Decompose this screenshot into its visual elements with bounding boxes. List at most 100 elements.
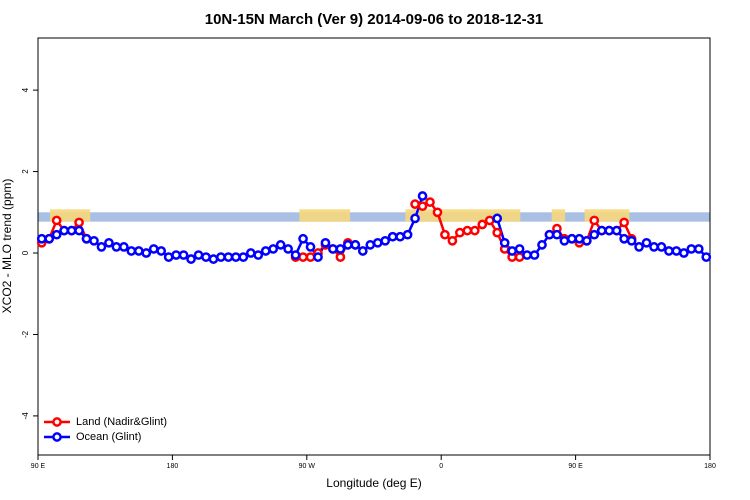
series-point (133, 246, 144, 256)
x-tick-label: 90 E (568, 463, 583, 470)
series-point (89, 235, 99, 246)
series-point (313, 252, 323, 262)
y-tick-label: 0 (21, 250, 30, 255)
legend-marker (52, 417, 62, 427)
series-point (74, 225, 84, 236)
series-point (290, 250, 301, 260)
series-point (559, 235, 570, 246)
series-point (275, 240, 286, 250)
series-point (634, 242, 644, 252)
series-point (260, 246, 271, 256)
series-point (619, 217, 629, 228)
series-point (581, 235, 592, 246)
series-point (328, 244, 338, 254)
land-region (299, 209, 351, 222)
series-point (425, 197, 435, 207)
land-region (405, 209, 521, 222)
series-point (343, 240, 353, 250)
series-point (589, 215, 600, 226)
x-axis-label: Longitude (deg E) (326, 476, 421, 490)
series-point (104, 237, 114, 248)
series-point (111, 242, 122, 252)
series-point (552, 229, 562, 240)
series-point (163, 252, 174, 262)
series-point (537, 240, 547, 250)
series-point (372, 237, 383, 248)
series-point (619, 233, 629, 244)
legend-marker (52, 432, 62, 442)
series-point (514, 244, 525, 254)
series-point (141, 248, 152, 258)
series-point (268, 244, 279, 254)
series-point (455, 227, 465, 238)
series-point (208, 254, 219, 264)
series-point (51, 229, 62, 240)
series-point (223, 252, 234, 262)
x-tick-label: 180 (704, 463, 716, 470)
series-point (529, 250, 540, 260)
series-point (178, 250, 189, 260)
series-point (193, 250, 204, 260)
series-point (664, 246, 674, 256)
series-point (469, 225, 480, 236)
series-point (253, 250, 264, 260)
series-point (238, 252, 249, 262)
legend-label: Ocean (Glint) (76, 431, 141, 443)
series-point (574, 233, 585, 244)
series-point (507, 246, 517, 256)
series-point (320, 237, 331, 248)
y-tick-label: -2 (21, 330, 30, 338)
series-point (36, 233, 47, 244)
series-point (596, 225, 607, 236)
series-point (410, 213, 420, 224)
series-point (305, 242, 316, 252)
series-point (283, 244, 293, 254)
series-point (66, 225, 77, 236)
series-point (350, 240, 361, 250)
series-point (693, 244, 704, 254)
series-point (462, 225, 473, 236)
series-point (649, 242, 659, 252)
series-point (126, 246, 137, 256)
series-point (499, 237, 510, 248)
series-point (589, 229, 600, 240)
legend-label: Land (Nadir&Glint) (76, 416, 167, 428)
series-point (492, 213, 503, 224)
series-point (96, 242, 107, 252)
series-point (440, 229, 450, 240)
series-point (156, 246, 167, 256)
series-point (335, 252, 346, 262)
x-tick-label: 180 (167, 463, 179, 470)
y-tick-label: -4 (21, 412, 30, 420)
series-point (671, 246, 682, 256)
series-point (305, 252, 316, 262)
series-point (477, 219, 488, 230)
plot-frame (37, 37, 711, 456)
x-tick-label: 0 (439, 463, 443, 470)
series-point (522, 250, 532, 260)
series-point (656, 242, 667, 252)
series-point (44, 233, 55, 244)
y-tick-label: 2 (21, 169, 30, 174)
series-point (514, 252, 525, 262)
series-point (447, 235, 458, 246)
series-point (298, 252, 308, 262)
series-point (148, 244, 159, 254)
series-point (679, 248, 689, 258)
series-point (701, 252, 712, 262)
x-tick-label: 90 E (31, 463, 46, 470)
series-point (395, 231, 405, 242)
chart-title: 10N-15N March (Ver 9) 2014-09-06 to 2018… (205, 11, 544, 28)
series-point (201, 252, 211, 262)
series-point (641, 237, 652, 248)
series-point (604, 225, 615, 236)
series-point (686, 244, 697, 254)
series-point (231, 252, 241, 262)
series-point (171, 250, 181, 260)
series-point (380, 235, 391, 246)
series-point (298, 233, 308, 244)
series-point (81, 233, 92, 244)
series-point (51, 215, 62, 226)
series-point (402, 229, 413, 240)
